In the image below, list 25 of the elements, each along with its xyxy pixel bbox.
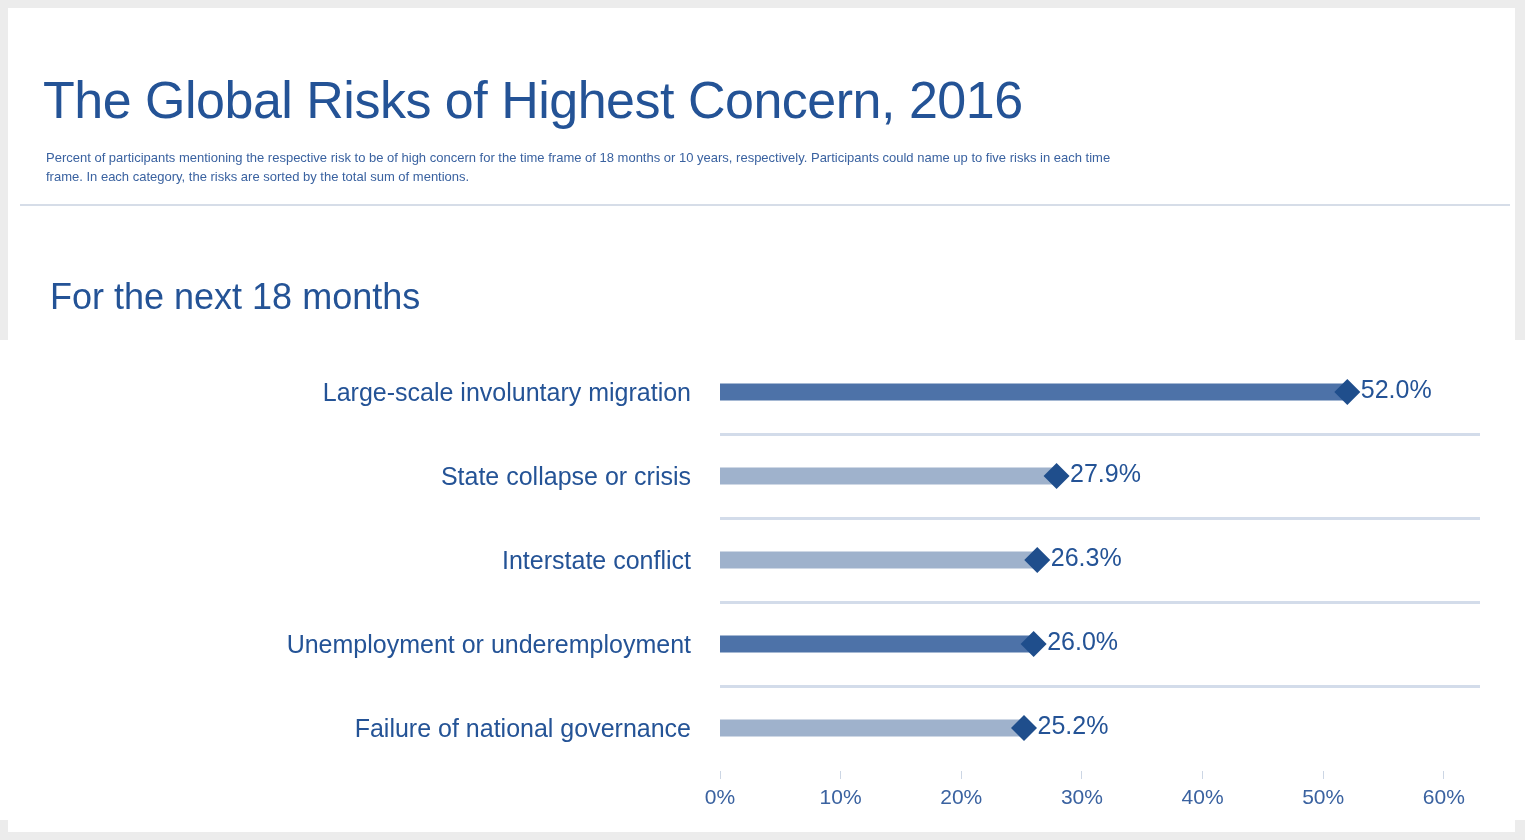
y-tick-label: Large-scale involuntary migration: [322, 377, 691, 406]
chart-title: The Global Risks of Highest Concern, 2016: [43, 70, 1023, 130]
point: [1043, 463, 1070, 489]
x-tick-label: 60%: [1422, 785, 1465, 809]
point: [1334, 379, 1361, 405]
y-tick-label: Failure of national governance: [354, 713, 691, 742]
point: [1020, 631, 1047, 657]
x-tick-label: 10%: [819, 785, 862, 809]
data-label: 52.0%: [1360, 375, 1432, 404]
point: [1024, 547, 1051, 573]
text: For the next 18 months: [50, 276, 421, 318]
x-tick-label: 40%: [1181, 785, 1224, 809]
x-tick-label: 50%: [1302, 785, 1345, 809]
data-label: 27.9%: [1070, 459, 1141, 488]
y-tick-label: Interstate conflict: [502, 545, 692, 574]
text: Percent of participants mentioning the respective risk to be of high concern for the time frame of 18 months or 10 years, respectively. Participants could name up to five risks in each time frame. In each category, the risks are sorted by the total sum of mentions.: [46, 149, 1112, 186]
x-tick-label: 20%: [940, 785, 983, 809]
data-label: 25.2%: [1037, 711, 1109, 740]
data-label: 26.3%: [1050, 543, 1122, 572]
point: [1011, 715, 1037, 741]
data-label: 26.0%: [1047, 627, 1119, 656]
y-tick-label: Unemployment or underemployment: [286, 629, 692, 658]
y-tick-label: State collapse or crisis: [440, 461, 691, 490]
x-tick-label: 30%: [1060, 785, 1103, 809]
x-tick-label: 0%: [704, 785, 736, 809]
